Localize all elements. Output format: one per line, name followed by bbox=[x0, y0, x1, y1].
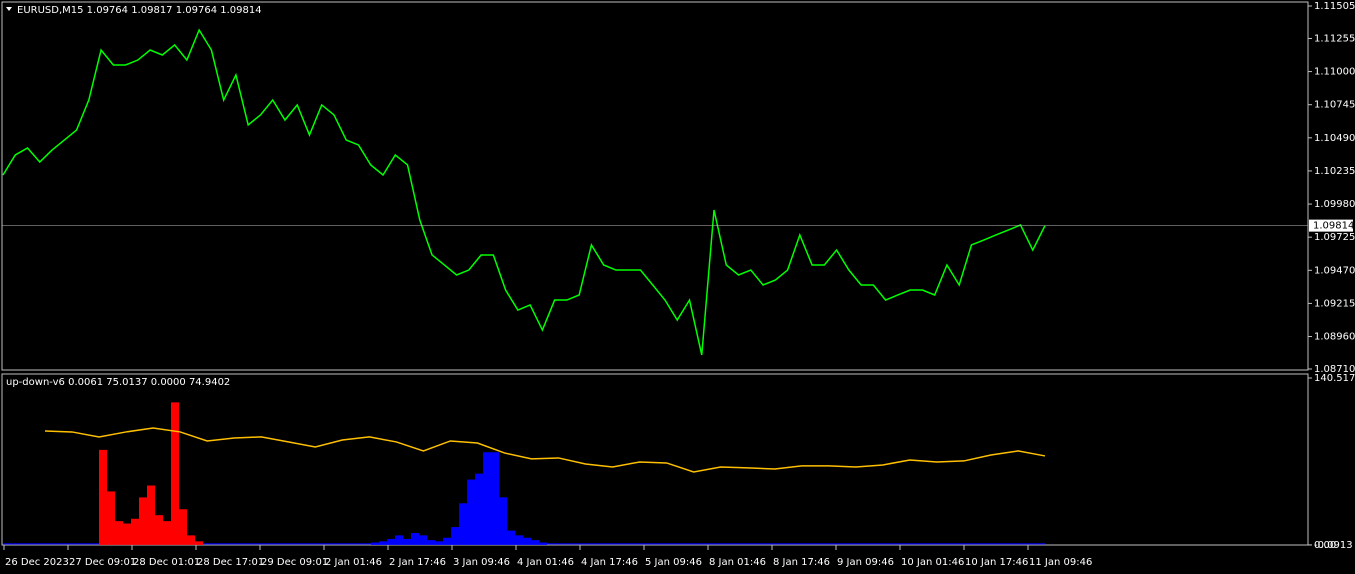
x-tick-label: 10 Jan 17:46 bbox=[965, 557, 1028, 568]
x-tick-label: 8 Jan 17:46 bbox=[773, 557, 830, 568]
histogram-bar bbox=[507, 530, 515, 545]
histogram-bar bbox=[515, 535, 523, 545]
y-tick-label: 1.09470 bbox=[1314, 265, 1355, 276]
histogram-bar bbox=[187, 535, 195, 545]
histogram-bar bbox=[483, 452, 491, 545]
indicator-title: up-down-v6 0.0061 75.0137 0.0000 74.9402 bbox=[6, 377, 230, 388]
histogram-bar bbox=[539, 542, 547, 545]
y-tick-label: 1.10235 bbox=[1314, 166, 1355, 177]
histogram-bar bbox=[443, 537, 451, 545]
y-tick-label: 1.11000 bbox=[1314, 67, 1355, 78]
histogram-bar bbox=[99, 449, 107, 545]
x-tick-label: 2 Jan 17:46 bbox=[389, 557, 446, 568]
x-tick-label: 28 Dec 17:01 bbox=[197, 557, 264, 568]
x-tick-label: 4 Jan 17:46 bbox=[581, 557, 638, 568]
x-tick-label: 28 Dec 01:01 bbox=[133, 557, 200, 568]
histogram-bar bbox=[115, 521, 123, 545]
x-tick-label: 3 Jan 09:46 bbox=[453, 557, 510, 568]
histogram-bar bbox=[179, 509, 187, 545]
histogram-bar bbox=[131, 518, 139, 545]
histogram-bar bbox=[163, 521, 171, 545]
histogram-bar bbox=[427, 540, 435, 545]
x-tick-label: 9 Jan 09:46 bbox=[837, 557, 894, 568]
y-tick-label: 1.09980 bbox=[1314, 199, 1355, 210]
histogram-bar bbox=[499, 497, 507, 545]
histogram-bar bbox=[371, 542, 379, 545]
histogram-bar bbox=[147, 485, 155, 545]
histogram-bar bbox=[403, 538, 411, 545]
y-tick-label: 1.09215 bbox=[1314, 298, 1355, 309]
histogram-bar bbox=[139, 497, 147, 545]
y-tick-label: 0.00 bbox=[1314, 540, 1336, 551]
y-tick-label: 1.11505 bbox=[1314, 1, 1355, 12]
histogram-bar bbox=[467, 479, 475, 545]
y-tick-label: 1.10490 bbox=[1314, 133, 1355, 144]
last-price-box bbox=[1309, 219, 1353, 232]
histogram-bar bbox=[475, 473, 483, 545]
price-line bbox=[2, 28, 1046, 356]
histogram-bar bbox=[531, 540, 539, 545]
menu-arrow[interactable] bbox=[6, 7, 12, 11]
histogram-bar bbox=[491, 452, 499, 545]
y-tick-label: 1.10745 bbox=[1314, 100, 1355, 111]
indicator-panel bbox=[1, 373, 1309, 546]
histogram-bar bbox=[171, 402, 179, 545]
price-title: EURUSD,M15 1.09764 1.09817 1.09764 1.098… bbox=[17, 5, 262, 16]
histogram-bar bbox=[195, 541, 203, 545]
last-price-label: 1.09814 bbox=[1313, 221, 1354, 232]
y-tick-label: -0.0913 bbox=[1314, 540, 1353, 551]
y-tick-label: 1.11255 bbox=[1314, 33, 1355, 44]
signal-line bbox=[44, 427, 1046, 473]
histogram-bar bbox=[395, 535, 403, 545]
y-tick-label: 140.5172 bbox=[1314, 373, 1355, 384]
x-tick-label: 8 Jan 01:46 bbox=[709, 557, 766, 568]
histogram-bar bbox=[459, 503, 467, 545]
histogram-bar bbox=[387, 538, 395, 545]
histogram-bar bbox=[123, 523, 131, 545]
histogram-bar bbox=[523, 537, 531, 545]
x-tick-label: 2 Jan 01:46 bbox=[325, 557, 382, 568]
histogram-bar bbox=[435, 541, 443, 545]
x-tick-label: 5 Jan 09:46 bbox=[645, 557, 702, 568]
x-tick-label: 27 Dec 09:01 bbox=[69, 557, 136, 568]
histogram-bar bbox=[419, 535, 427, 545]
x-tick-label: 10 Jan 01:46 bbox=[901, 557, 964, 568]
histogram-bar bbox=[411, 533, 419, 545]
price-panel bbox=[1, 1, 1309, 371]
histogram-bar bbox=[451, 527, 459, 545]
x-tick-label: 26 Dec 2023 bbox=[5, 557, 69, 568]
histogram-bar bbox=[379, 541, 387, 545]
histogram-bar bbox=[107, 491, 115, 545]
x-tick-label: 29 Dec 09:01 bbox=[261, 557, 328, 568]
histogram-bar bbox=[155, 515, 163, 545]
x-tick-label: 11 Jan 09:46 bbox=[1029, 557, 1092, 568]
y-tick-label: 1.08960 bbox=[1314, 332, 1355, 343]
y-tick-label: 1.08710 bbox=[1314, 364, 1355, 375]
y-tick-label: 1.09725 bbox=[1314, 232, 1355, 243]
x-tick-label: 4 Jan 01:46 bbox=[517, 557, 574, 568]
